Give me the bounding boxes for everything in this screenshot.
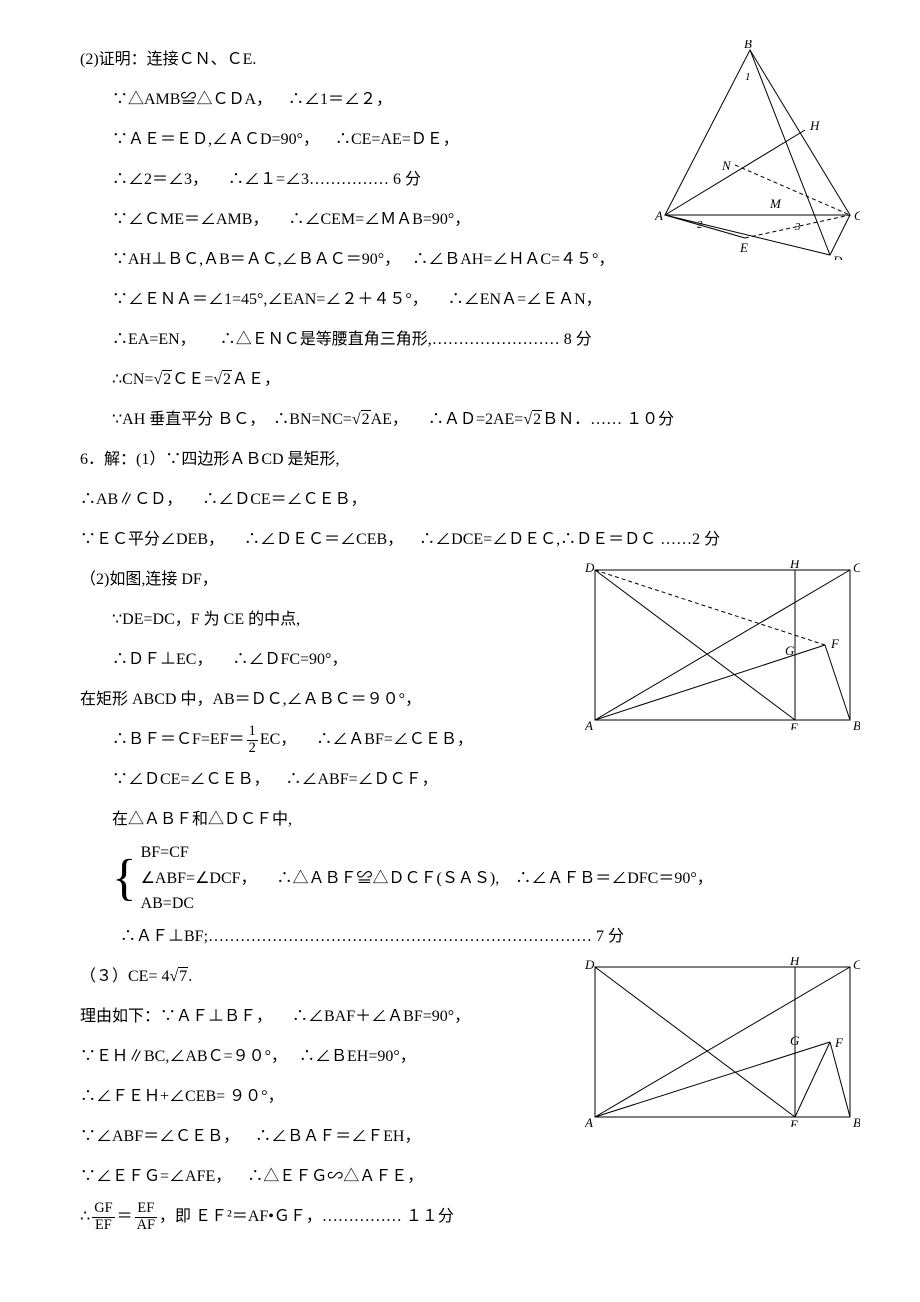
p6-s2l7: ∴ＡＦ⊥BF;……………………………………………………………… 7 分	[80, 917, 860, 957]
f2-A: A	[585, 718, 593, 730]
lbl-H: H	[809, 118, 820, 133]
lbl-ang1: 1	[745, 71, 751, 83]
p6-s2l5: ∵∠ＤCE=∠ＣＥＢ， ∴∠ABF=∠ＤＣＦ，	[80, 760, 860, 800]
lbl-D: D	[832, 253, 843, 260]
f2-E: E	[789, 720, 798, 730]
f3-B: B	[853, 1115, 860, 1127]
lbl-M: M	[769, 196, 782, 211]
lbl-B: B	[744, 40, 752, 51]
p6-l2: ∵ＥＣ平分∠DEB， ∴∠ＤＥＣ＝∠CEB， ∴∠DCE=∠ＤＥＣ,∴ＤＥ＝ＤＣ…	[80, 520, 860, 560]
p6-s3l6: ∴GFEF＝EFAF，即 ＥＦ²＝AF•ＧＦ，…………… １１分	[80, 1197, 860, 1237]
f3-G: G	[790, 1033, 800, 1048]
p6-l1: ∴AB∥ＣＤ， ∴∠ＤCE＝∠ＣＥＢ，	[80, 480, 860, 520]
lbl-ang2: 2	[697, 219, 703, 231]
f3-F: F	[834, 1035, 844, 1050]
lbl-C: C	[854, 208, 860, 223]
lbl-E: E	[739, 240, 748, 255]
f3-H: H	[789, 957, 800, 968]
f2-D: D	[585, 560, 595, 575]
f2-C: C	[853, 560, 860, 575]
f3-E: E	[789, 1117, 798, 1127]
f2-B: B	[853, 718, 860, 730]
f3-D: D	[585, 957, 595, 972]
f3-C: C	[853, 957, 860, 972]
figure-2: A B C D E F G H	[585, 560, 860, 730]
p6-s3l5: ∵∠ＥＦＧ=∠AFE， ∴△ＥＦＧ∽△ＡＦＥ，	[80, 1157, 860, 1197]
p6-s2l6: 在△ＡＢＦ和△ＤＣＦ中,	[80, 800, 860, 840]
p2-l7: ∴EA=EN， ∴△ＥＮＣ是等腰直角三角形,…………………… 8 分	[80, 320, 860, 360]
f3-A: A	[585, 1115, 593, 1127]
lbl-A: A	[655, 208, 663, 223]
f2-G: G	[785, 643, 795, 658]
lbl-ang3: 3	[794, 221, 801, 233]
p2-l6: ∵∠ＥＮＡ＝∠1=45°,∠EAN=∠２＋４５°， ∴∠ENＡ=∠ＥＡN，	[80, 280, 860, 320]
f2-F: F	[830, 636, 840, 651]
f2-H: H	[789, 560, 800, 571]
p6-header: 6．解：(1）∵四边形ＡＢCD 是矩形,	[80, 440, 860, 480]
p2-l8: ∴CN=2ＣＥ=2ＡＥ，	[80, 360, 860, 400]
p2-l9: ∵AH 垂直平分 ＢＣ， ∴BN=NC=2AE， ∴ＡＤ=2AE=2ＢＮ．…… …	[80, 400, 860, 440]
lbl-N: N	[721, 158, 732, 173]
figure-1: B A C D E H N M 1 2 3	[655, 40, 860, 260]
figure-3: A B C D E F G H	[585, 957, 860, 1127]
p6-brace-row: { BF=CF ∠ABF=∠DCF， AB=DC ∴△ＡＢＦ≌△ＤＣＦ(ＳＡＳ)…	[80, 840, 860, 917]
